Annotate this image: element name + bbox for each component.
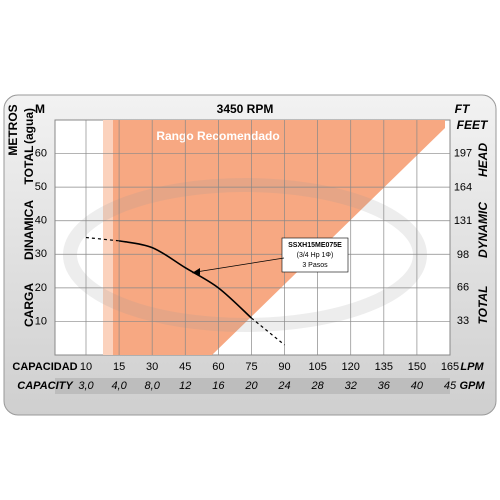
x2-tick-label: 20 xyxy=(244,380,258,392)
x2-tick-label: 24 xyxy=(277,380,290,392)
x2-tick-label: 16 xyxy=(212,380,225,392)
right-axis-word: DYNAMIC xyxy=(476,202,490,258)
right-unit: FT xyxy=(455,102,471,116)
x2-tick-label: 3,0 xyxy=(78,380,94,392)
x2-tick-label: 36 xyxy=(378,380,391,392)
gpm-band xyxy=(55,378,450,394)
left-axis-word: (agua) xyxy=(22,108,36,144)
x-tick-label: 60 xyxy=(212,361,224,373)
left-axis-word: TOTAL xyxy=(22,146,36,185)
x2-tick-label: 4,0 xyxy=(111,380,127,392)
annotation-text: (3/4 Hp 1Φ) xyxy=(297,252,334,259)
x-tick-label: 10 xyxy=(80,361,92,373)
region-label: Rango Recomendado xyxy=(156,129,279,143)
left-axis-word: CARGA xyxy=(22,283,36,327)
y2-tick-label: 131 xyxy=(454,215,472,227)
x-tick-label: 90 xyxy=(278,361,290,373)
y-tick-label: 10 xyxy=(35,315,47,327)
x2-tick-label: 28 xyxy=(311,380,325,392)
annotation-text: 3 Pasos xyxy=(302,262,328,269)
right-axis-word: TOTAL xyxy=(476,286,490,325)
x-tick-label: 120 xyxy=(342,361,360,373)
x-tick-label: 45 xyxy=(179,361,191,373)
y-tick-label: 60 xyxy=(35,147,47,159)
x2-tick-label: 12 xyxy=(179,380,191,392)
pump-curve xyxy=(118,240,252,319)
annotation-arrow xyxy=(195,257,285,273)
x-tick-label: 105 xyxy=(308,361,326,373)
x2-tick-label: 32 xyxy=(345,380,357,392)
annotation-text: SSXH15ME075E xyxy=(288,242,342,249)
y2-tick-label: 98 xyxy=(457,249,469,261)
x-tick-label: 150 xyxy=(408,361,426,373)
x-tick-label: 165 xyxy=(441,361,459,373)
y2-tick-label: 66 xyxy=(457,281,469,293)
y-tick-label: 50 xyxy=(35,181,47,193)
y-tick-label: 20 xyxy=(35,282,47,294)
y2-tick-label: 33 xyxy=(457,315,469,327)
region-edge xyxy=(103,120,113,355)
right-unit-title: FEET xyxy=(457,118,489,132)
x-label: CAPACIDAD xyxy=(12,361,77,373)
annotation-box xyxy=(281,237,349,273)
pump-curve xyxy=(85,236,120,242)
chart-title: 3450 RPM xyxy=(217,102,274,116)
x2-tick-label: 40 xyxy=(411,380,424,392)
watermark xyxy=(63,178,427,332)
y2-tick-label: 197 xyxy=(454,148,472,160)
x-unit: LPM xyxy=(460,361,484,373)
arrow-head xyxy=(192,268,200,275)
x-tick-label: 30 xyxy=(146,361,158,373)
left-unit-title: METROS xyxy=(6,104,20,155)
right-axis-word: HEAD xyxy=(476,143,490,177)
y-tick-label: 40 xyxy=(35,215,47,227)
left-axis-word: DINAMICA xyxy=(22,200,36,260)
x2-unit: GPM xyxy=(459,380,485,392)
x2-tick-label: 45 xyxy=(444,380,457,392)
y2-tick-label: 164 xyxy=(454,181,472,193)
recommended-region xyxy=(103,120,445,355)
pump-curve xyxy=(251,317,285,346)
x-tick-label: 15 xyxy=(113,361,125,373)
left-unit: M xyxy=(35,102,45,116)
x2-tick-label: 8,0 xyxy=(145,380,161,392)
y-tick-label: 30 xyxy=(35,248,47,260)
x-tick-label: 75 xyxy=(245,361,257,373)
x2-label: CAPACITY xyxy=(17,380,74,392)
x-tick-label: 135 xyxy=(375,361,393,373)
